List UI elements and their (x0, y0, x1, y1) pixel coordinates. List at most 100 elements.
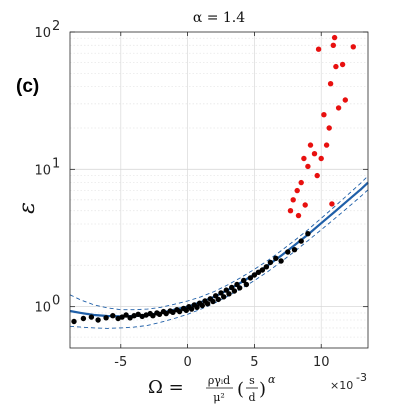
x-label-lhs: Ω = (148, 377, 184, 398)
data-point-black (223, 287, 229, 293)
data-point-red (307, 142, 314, 148)
data-point-black (123, 312, 129, 318)
data-point-red (330, 42, 336, 48)
data-point-black (226, 291, 232, 297)
x-multiplier-exp: -3 (356, 371, 367, 384)
data-point-red (323, 142, 330, 148)
y-tick-exponent: 1 (52, 156, 60, 171)
x-label-exponent: α (268, 373, 276, 386)
x-axis-label: Ω = ργᵢd μ² ( s d ) α (148, 373, 276, 404)
x-tick-label: -5 (114, 355, 127, 370)
data-point-red (315, 46, 322, 52)
data-point-red (311, 151, 318, 157)
fit-line (69, 181, 369, 318)
data-point-red (295, 212, 302, 219)
data-point-black (110, 313, 116, 319)
data-point-red (327, 81, 334, 87)
data-point-red (339, 61, 346, 68)
data-point-red (326, 125, 332, 131)
data-point-black (241, 277, 247, 284)
data-point-black (135, 311, 141, 317)
chart-title: α = 1.4 (193, 10, 245, 26)
confidence-lower-line (69, 189, 369, 329)
x-multiplier: ×10 -3 (330, 371, 367, 392)
y-tick-label: 10 (34, 163, 51, 178)
data-point-black (291, 247, 298, 253)
data-point-red (301, 155, 307, 162)
x-tick-label: 5 (250, 355, 258, 370)
data-point-black (199, 302, 205, 309)
data-point-black (237, 285, 243, 291)
y-tick-exponent: 0 (52, 294, 60, 309)
data-point-red (331, 34, 338, 41)
x-label-frac2-num: s (249, 374, 255, 387)
data-point-black (218, 290, 224, 296)
data-point-black (95, 317, 101, 323)
data-point-black (305, 231, 311, 237)
data-point-black (243, 281, 250, 288)
data-point-black (176, 308, 183, 315)
data-point-black (221, 294, 227, 300)
data-point-black (285, 249, 291, 255)
data-point-black (231, 288, 238, 294)
data-point-black (251, 272, 258, 278)
x-multiplier-base: ×10 (330, 379, 353, 392)
x-label-frac1-den: μ² (213, 391, 225, 404)
data-point-red (329, 201, 335, 207)
confidence-upper-line (69, 175, 369, 311)
data-point-black (263, 264, 270, 270)
data-point-red (305, 163, 311, 170)
data-point-black (259, 267, 266, 273)
y-axis-label: ε (15, 202, 40, 214)
data-point-black (278, 258, 284, 264)
data-point-black (170, 309, 176, 315)
data-point-red (302, 202, 308, 208)
data-point-red (287, 208, 294, 214)
data-point-black (298, 238, 304, 244)
data-point-black (150, 313, 156, 319)
data-point-black (204, 301, 211, 307)
fit-curves (69, 175, 369, 329)
data-point-red (333, 63, 339, 70)
data-point-black (156, 311, 163, 317)
data-point-red (318, 155, 324, 162)
data-point-black (255, 269, 262, 275)
data-point-black (119, 314, 125, 320)
data-points (71, 34, 356, 325)
y-tick-label: 10 (34, 26, 51, 41)
data-point-red (298, 179, 304, 186)
x-tick-label: 0 (183, 355, 191, 370)
data-point-black (215, 296, 221, 303)
x-label-paren-close: ) (259, 379, 266, 400)
grid (70, 32, 368, 348)
data-point-red (335, 105, 342, 111)
panel-label: (c) (16, 76, 39, 97)
data-point-red (294, 187, 300, 194)
data-point-black (80, 315, 87, 322)
y-tick-exponent: 2 (52, 19, 60, 34)
x-tick-label: 10 (313, 355, 330, 370)
x-label-frac2-den: d (248, 391, 255, 404)
data-point-black (267, 259, 274, 266)
data-point-red (350, 44, 356, 50)
data-point-black (273, 255, 279, 261)
data-point-black (127, 315, 133, 321)
data-point-red (321, 112, 327, 118)
data-point-red (342, 97, 348, 103)
x-label-paren-open: ( (237, 379, 244, 400)
data-point-red (314, 172, 320, 179)
data-point-black (163, 310, 169, 317)
data-point-black (247, 275, 254, 281)
data-point-black (210, 298, 216, 305)
x-label-frac1-num: ργᵢd (208, 374, 230, 387)
data-point-red (290, 197, 296, 203)
axes-box (69, 31, 369, 349)
data-point-black (88, 314, 95, 320)
data-point-black (194, 304, 200, 310)
data-point-black (188, 306, 195, 312)
data-point-black (103, 315, 109, 321)
y-tick-label: 10 (34, 301, 51, 316)
data-point-black (131, 313, 137, 319)
